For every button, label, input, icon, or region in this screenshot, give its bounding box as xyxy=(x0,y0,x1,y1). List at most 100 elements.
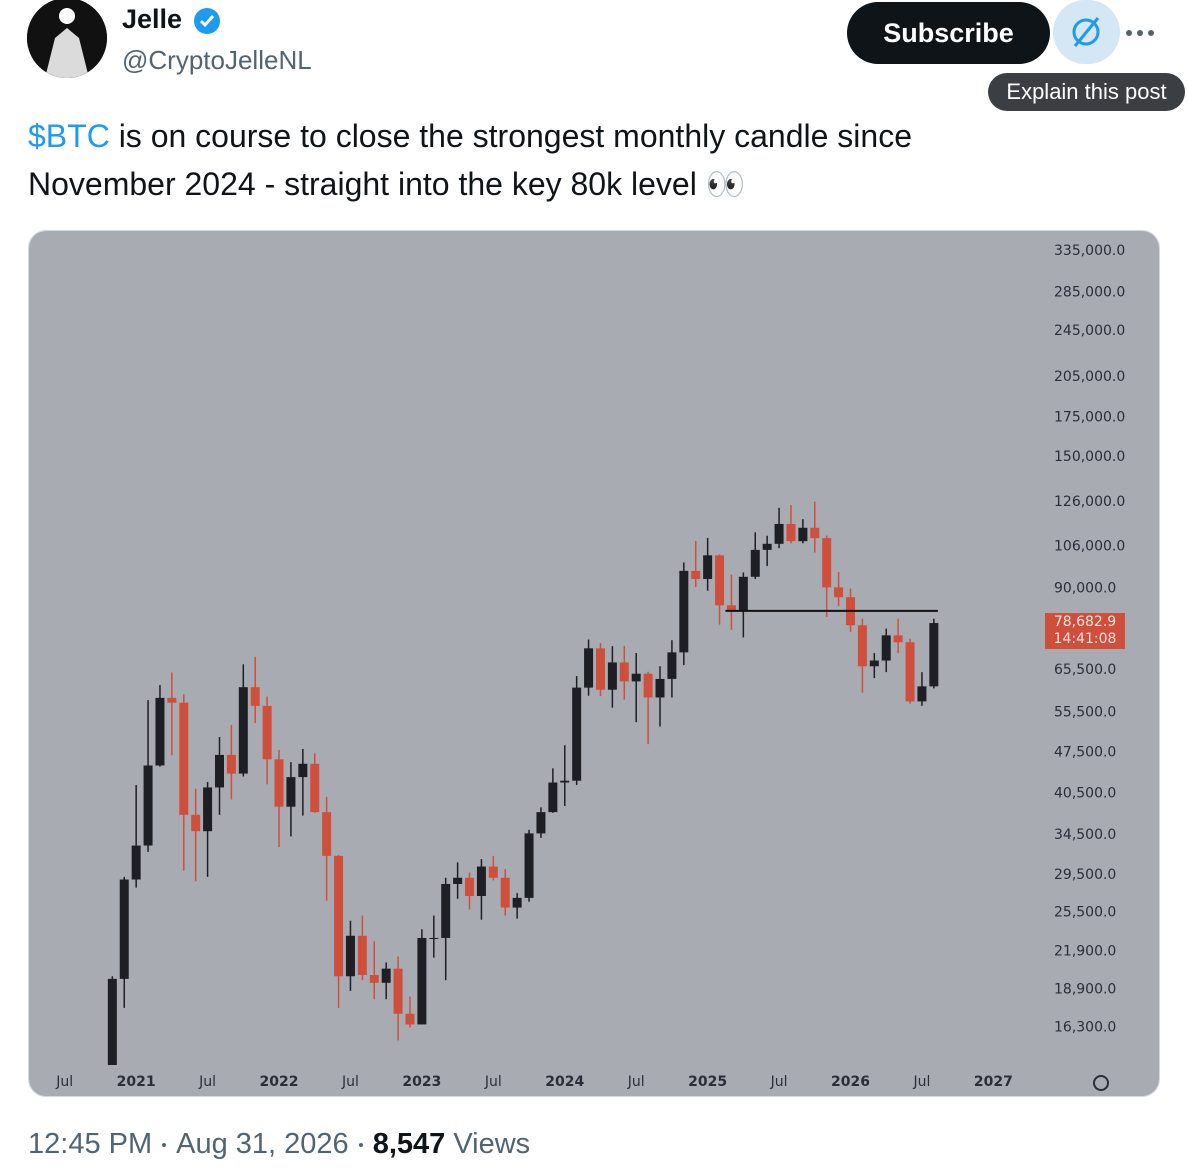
candle-body xyxy=(298,763,308,778)
candle-body xyxy=(286,777,296,807)
candle-body xyxy=(560,780,570,783)
candle-body xyxy=(155,697,165,766)
tooltip: Explain this post xyxy=(988,73,1185,111)
candle-body xyxy=(131,845,141,880)
x-tick-label: Jul xyxy=(627,1074,645,1090)
avatar[interactable] xyxy=(27,0,107,78)
separator xyxy=(162,1142,167,1147)
candle-body xyxy=(369,974,379,983)
verified-badge xyxy=(194,8,220,34)
candle-body xyxy=(262,705,272,760)
candle-body xyxy=(476,866,486,896)
x-tick-label: 2023 xyxy=(402,1074,441,1090)
candle-body xyxy=(798,527,808,542)
candle-body xyxy=(750,549,760,577)
candle-body xyxy=(310,763,320,813)
candle-body xyxy=(929,623,939,687)
candle-body xyxy=(238,687,248,774)
candle-body xyxy=(334,855,344,977)
candle-body xyxy=(595,648,605,690)
candle-body xyxy=(917,686,927,702)
candle-body xyxy=(143,765,153,846)
x-tick-label: Jul xyxy=(55,1074,73,1090)
candle-body xyxy=(738,576,748,611)
y-tick-label: 175,000.0 xyxy=(1054,410,1125,426)
views-label: Views xyxy=(453,1128,531,1160)
candle-body xyxy=(822,538,832,588)
view-count: 8,547 xyxy=(372,1128,446,1160)
grok-button[interactable] xyxy=(1053,0,1120,64)
y-tick-label: 25,500.0 xyxy=(1054,905,1116,921)
y-tick-label: 34,500.0 xyxy=(1054,827,1116,843)
settings-icon xyxy=(1093,1075,1109,1091)
candle-body xyxy=(429,937,439,939)
y-tick-label: 335,000.0 xyxy=(1054,243,1125,259)
candle-body xyxy=(691,570,701,579)
y-tick-label: 106,000.0 xyxy=(1054,538,1125,554)
y-tick-label: 150,000.0 xyxy=(1054,449,1125,465)
y-tick-label: 16,300.0 xyxy=(1054,1020,1116,1036)
candle-body xyxy=(203,787,213,832)
candle-body xyxy=(345,935,355,977)
post-body: is on course to close the strongest mont… xyxy=(28,118,912,202)
post-text: $BTC is on course to close the strongest… xyxy=(28,112,1028,208)
countdown: 14:41:08 xyxy=(1054,631,1117,647)
plot-area xyxy=(107,501,939,1065)
y-tick-label: 40,500.0 xyxy=(1054,786,1116,802)
candle-body xyxy=(500,877,510,908)
candle-body xyxy=(893,635,903,643)
candle-body xyxy=(607,662,617,690)
x-tick-label: Jul xyxy=(912,1074,930,1090)
x-tick-label: 2025 xyxy=(688,1074,727,1090)
candle-body xyxy=(393,968,403,1014)
price-label: 78,682.9 xyxy=(1054,614,1116,630)
y-tick-label: 285,000.0 xyxy=(1054,284,1125,300)
candle-body xyxy=(405,1013,415,1025)
x-tick-label: 2024 xyxy=(545,1074,584,1090)
candle-body xyxy=(250,687,260,706)
separator xyxy=(358,1142,363,1147)
candle-body xyxy=(524,833,534,898)
candle-body xyxy=(667,652,677,679)
candle-body xyxy=(191,814,201,832)
author-handle[interactable]: @CryptoJelleNL xyxy=(122,45,312,75)
candle-body xyxy=(774,523,784,544)
x-tick-label: 2026 xyxy=(831,1074,870,1090)
y-tick-label: 126,000.0 xyxy=(1054,494,1125,510)
candle-body xyxy=(869,660,879,667)
candle-body xyxy=(417,937,427,1025)
subscribe-button[interactable]: Subscribe xyxy=(847,2,1050,64)
candle-body xyxy=(357,935,367,975)
candle-body xyxy=(726,605,736,611)
candle-body xyxy=(655,678,665,698)
y-tick-label: 55,500.0 xyxy=(1054,705,1116,721)
candle-body xyxy=(322,812,332,856)
candle-body xyxy=(441,883,451,938)
candle-body xyxy=(834,587,844,598)
post-date[interactable]: Aug 31, 2026 xyxy=(176,1128,349,1160)
candle-body xyxy=(381,968,391,983)
candle-body xyxy=(679,570,689,653)
x-tick-label: Jul xyxy=(484,1074,502,1090)
y-tick-label: 21,900.0 xyxy=(1054,944,1116,960)
candle-body xyxy=(512,897,522,908)
author-name[interactable]: Jelle xyxy=(122,4,183,34)
x-tick-label: 2027 xyxy=(974,1074,1013,1090)
post-time[interactable]: 12:45 PM xyxy=(28,1128,153,1160)
candle-body xyxy=(548,782,558,813)
x-tick-label: 2022 xyxy=(260,1074,299,1090)
price-marker xyxy=(1045,613,1125,650)
candle-body xyxy=(881,635,891,661)
x-tick-label: Jul xyxy=(198,1074,216,1090)
candle-body xyxy=(179,702,189,815)
y-tick-label: 18,900.0 xyxy=(1054,982,1116,998)
y-tick-label: 47,500.0 xyxy=(1054,745,1116,761)
candle-body xyxy=(631,673,641,682)
more-button[interactable] xyxy=(1124,28,1158,38)
emoji: 👀 xyxy=(705,166,746,202)
candle-body xyxy=(810,527,820,539)
cashtag[interactable]: $BTC xyxy=(28,118,110,154)
avatar-art xyxy=(27,0,107,78)
candle-body xyxy=(119,879,129,979)
